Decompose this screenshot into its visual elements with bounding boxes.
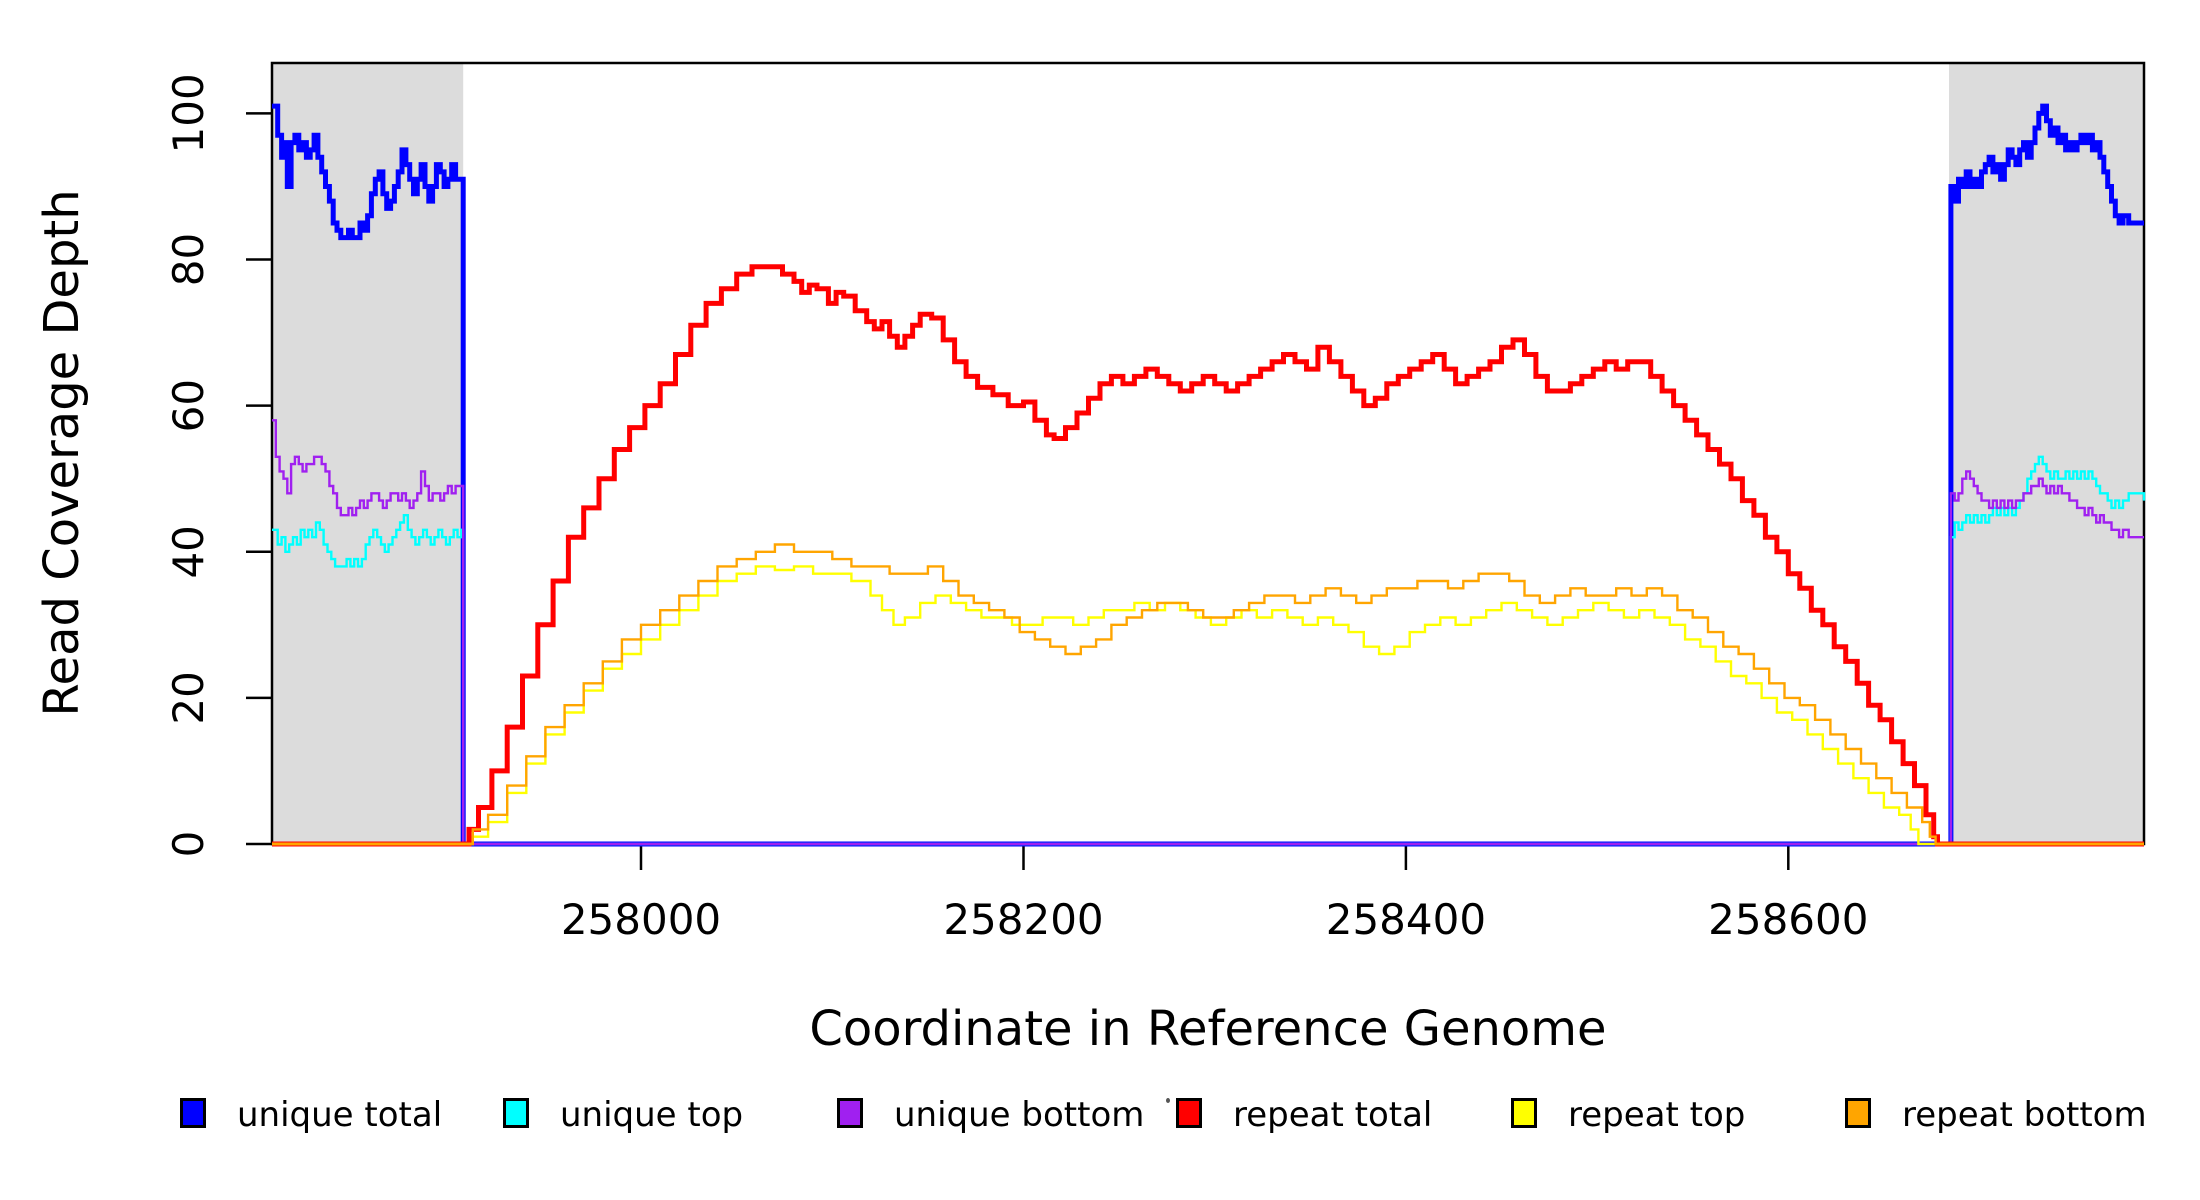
y-tick-label-80: 80 [164, 233, 213, 286]
y-tick-label-20: 20 [164, 671, 213, 724]
legend-swatch-unique-bottom [837, 1098, 863, 1128]
chart-legend: unique total unique top unique bottom re… [0, 1088, 2200, 1148]
series-unique-bottom [272, 419, 2144, 846]
x-tick-label-258000: 258000 [561, 895, 721, 944]
legend-label-unique-bottom: unique bottom [894, 1095, 1145, 1135]
legend-swatch-repeat-bottom [1845, 1098, 1871, 1128]
legend-label-unique-top: unique top [560, 1095, 744, 1135]
x-tick-label-258600: 258600 [1708, 895, 1868, 944]
y-tick-label-60: 60 [164, 379, 213, 432]
stray-mark [1166, 1098, 1170, 1103]
legend-label-repeat-top: repeat top [1568, 1095, 1746, 1135]
legend-label-repeat-total: repeat total [1233, 1095, 1433, 1135]
legend-swatch-repeat-top [1511, 1098, 1537, 1128]
x-axis-title: Coordinate in Reference Genome [809, 1001, 1606, 1057]
y-tick-label-0: 0 [164, 831, 213, 858]
legend-swatch-repeat-total [1176, 1098, 1202, 1128]
legend-label-repeat-bottom: repeat bottom [1902, 1095, 2147, 1135]
x-tick-label-258400: 258400 [1326, 895, 1486, 944]
series-repeat-bottom [272, 543, 2144, 846]
legend-label-unique-total: unique total [237, 1095, 443, 1135]
y-tick-label-40: 40 [164, 525, 213, 578]
legend-swatch-unique-top [503, 1098, 529, 1128]
series-unique-top [272, 455, 2146, 846]
y-tick-label-100: 100 [164, 73, 213, 153]
legend-swatch-unique-total [180, 1098, 206, 1128]
x-tick-label-258200: 258200 [943, 895, 1103, 944]
series-repeat-total [272, 264, 2144, 847]
y-axis-title: Read Coverage Depth [34, 189, 90, 716]
